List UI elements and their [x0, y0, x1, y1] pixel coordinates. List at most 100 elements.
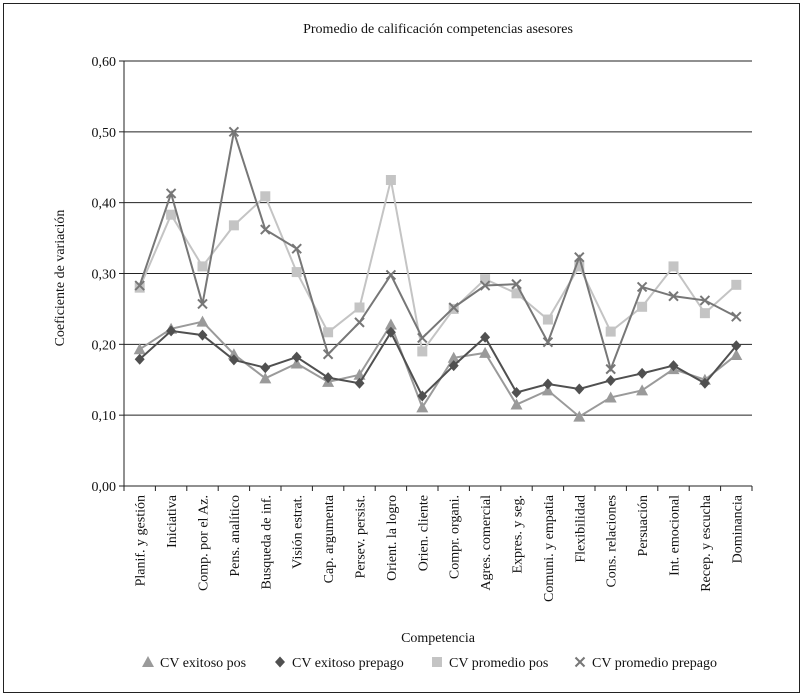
- x-marker-stroke: [574, 252, 585, 263]
- x-marker-stroke: [134, 280, 145, 291]
- data-point-diamond: [668, 360, 679, 372]
- data-point-x: [731, 311, 742, 322]
- x-marker-stroke: [228, 126, 240, 138]
- legend: CV exitoso pos CV exitoso prepago CV prome…: [142, 656, 717, 671]
- data-point-diamond: [574, 383, 585, 395]
- data-point-triangle: [541, 384, 554, 396]
- legend-item: CV promedio prepago: [574, 656, 717, 671]
- data-point-triangle: [604, 391, 617, 403]
- data-point-x: [605, 363, 616, 375]
- series-cv-promedio-pos: [134, 175, 742, 357]
- y-tick-labels: 0,00 0,10 0,20 0,30 0,40 0,50 0,60: [92, 55, 117, 495]
- chart-frame: [3, 3, 800, 693]
- x-marker-stroke: [542, 337, 554, 348]
- x-tick-label: Orien. cliente: [416, 495, 431, 571]
- y-tick-label: 0,50: [92, 126, 117, 141]
- data-point-square: [385, 175, 396, 185]
- data-point-triangle: [142, 656, 154, 667]
- data-point-square: [291, 267, 302, 278]
- x-tick-label: Agres. comercial: [479, 495, 494, 591]
- data-point-diamond: [417, 390, 428, 402]
- data-point-square: [480, 274, 491, 285]
- y-tick-label: 0,10: [92, 409, 117, 424]
- x-tick-label: Comp. por el Az.: [197, 495, 212, 591]
- x-axis-label: Competencia: [401, 631, 476, 646]
- x-marker-stroke: [291, 243, 302, 254]
- data-point-square: [432, 657, 442, 667]
- data-point-diamond: [480, 331, 491, 343]
- data-point-square: [511, 288, 522, 299]
- y-tick-label: 0,40: [92, 197, 117, 212]
- data-point-x: [260, 224, 271, 235]
- y-tick-label: 0,00: [92, 480, 117, 495]
- data-point-triangle: [384, 318, 397, 330]
- x-marker-stroke: [448, 302, 459, 313]
- x-tick-label: Busqueda de inf.: [259, 495, 274, 589]
- data-point-square: [228, 220, 239, 231]
- x-tick-label: Iniciativa: [165, 494, 180, 548]
- data-point-square: [574, 261, 585, 272]
- data-point-x: [165, 188, 177, 199]
- x-tick-label: Pens. analítico: [228, 495, 243, 577]
- data-point-x: [385, 269, 397, 281]
- y-axis-label: Coeficiente de variación: [53, 210, 68, 347]
- data-point-x: [668, 290, 679, 302]
- data-point-diamond: [731, 340, 742, 352]
- legend-label: CV exitoso pos: [160, 656, 246, 671]
- x-tick-label: Expres. y seg.: [511, 495, 526, 574]
- data-point-square: [699, 308, 710, 319]
- data-point-square: [197, 261, 208, 272]
- x-tick-label: Cons. relaciones: [605, 495, 620, 588]
- data-point-diamond: [134, 353, 145, 365]
- data-point-triangle: [259, 372, 272, 384]
- data-point-triangle: [510, 398, 523, 410]
- data-point-diamond: [637, 367, 648, 379]
- data-point-square: [417, 346, 428, 357]
- legend-label: CV promedio pos: [449, 656, 548, 671]
- data-point-square: [637, 301, 648, 312]
- data-point-triangle: [447, 351, 460, 363]
- data-point-diamond: [511, 387, 522, 398]
- x-tick-label: Dominancia: [730, 494, 745, 563]
- data-point-diamond: [354, 377, 365, 389]
- x-marker-stroke: [699, 295, 711, 306]
- data-point-square: [323, 327, 334, 338]
- x-tick-label: Persuación: [636, 495, 651, 556]
- data-point-x: [542, 337, 554, 348]
- y-tick-label: 0,20: [92, 338, 117, 353]
- series-cv-exitoso-prepago: [134, 325, 742, 402]
- data-point-diamond: [448, 360, 459, 372]
- x-marker-stroke: [417, 332, 428, 344]
- data-point-square: [354, 302, 365, 313]
- x-marker-stroke: [731, 311, 742, 322]
- x-marker-stroke: [354, 317, 365, 328]
- x-marker-stroke: [479, 280, 491, 291]
- data-point-diamond: [323, 372, 334, 384]
- data-point-triangle: [636, 384, 649, 396]
- data-point-square: [166, 209, 177, 220]
- series-line: [138, 131, 737, 373]
- x-marker-stroke: [165, 188, 177, 199]
- data-point-square: [731, 279, 742, 290]
- data-point-square: [134, 282, 145, 293]
- data-point-diamond: [542, 378, 553, 390]
- x-tick-label: Persev. persist.: [354, 495, 369, 578]
- data-point-x: [574, 656, 586, 668]
- data-point-x: [228, 126, 240, 138]
- legend-item: CV exitoso prepago: [275, 656, 404, 671]
- x-tick-label: Cap. argumenta: [322, 494, 337, 583]
- x-tick-label: Planif. y gestión: [134, 495, 149, 586]
- data-point-x: [479, 280, 491, 291]
- data-point-triangle: [479, 346, 492, 358]
- data-point-x: [197, 298, 208, 310]
- x-marker-stroke: [668, 290, 679, 302]
- x-tick-label: Flexibilidad: [573, 495, 588, 563]
- data-point-diamond: [260, 362, 271, 374]
- data-point-diamond: [291, 351, 302, 363]
- x-marker-stroke: [511, 278, 522, 290]
- data-point-diamond: [197, 329, 208, 341]
- x-tick-label: Recep. y escucha: [699, 494, 714, 592]
- series-group: [133, 126, 743, 422]
- data-point-x: [699, 295, 711, 306]
